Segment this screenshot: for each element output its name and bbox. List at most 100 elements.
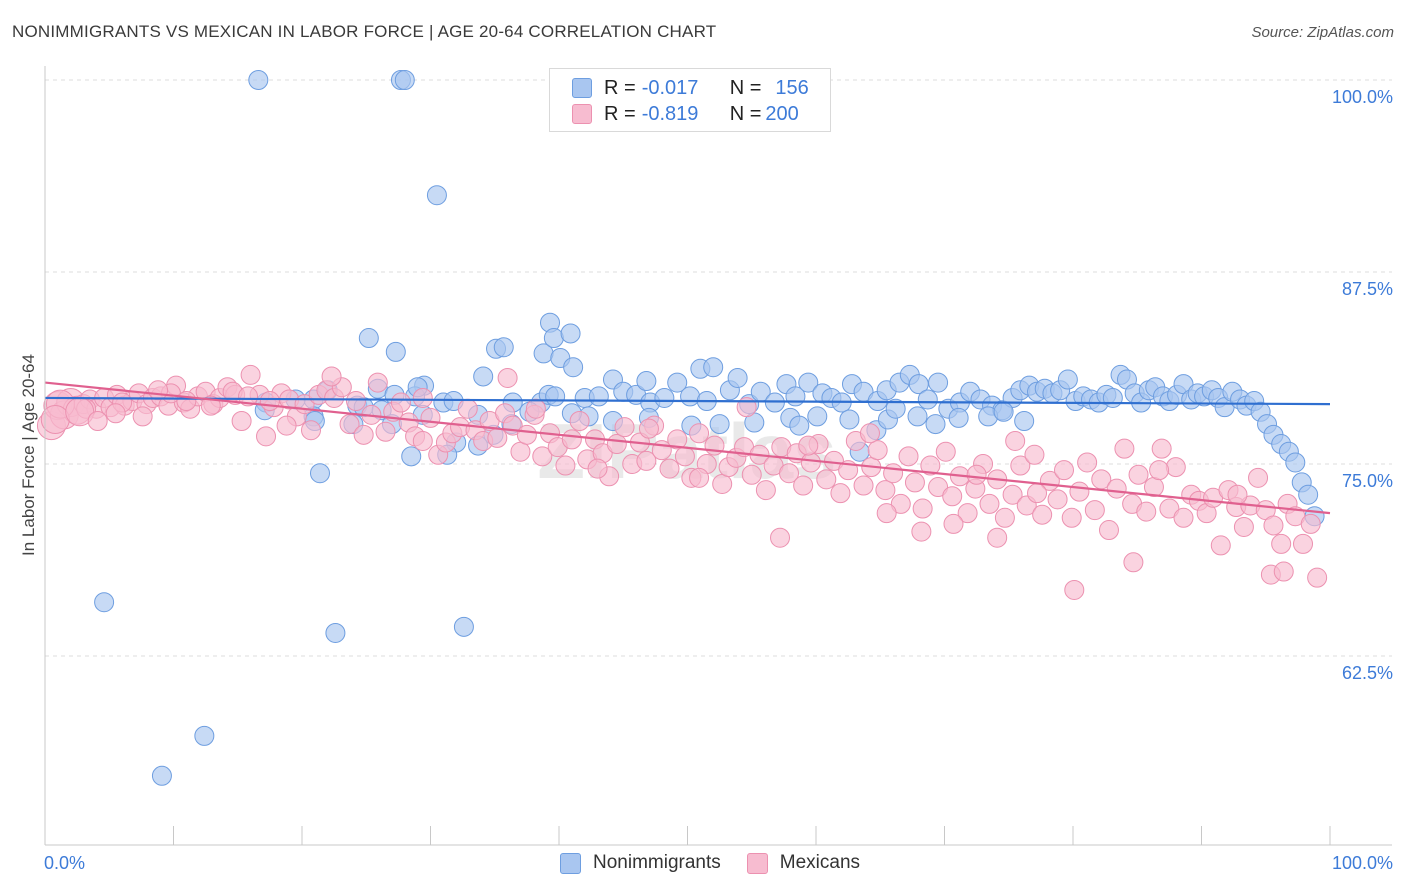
legend-item-mexicans: Mexicans (746, 852, 861, 874)
legend-r-value: -0.017 (641, 76, 699, 99)
data-point (839, 409, 860, 430)
legend-r-value: -0.819 (641, 102, 699, 125)
data-point (240, 364, 261, 385)
data-point (1271, 533, 1292, 554)
data-point (256, 426, 277, 447)
data-point (712, 473, 733, 494)
trendline-nonimmigrants (44, 396, 1331, 406)
data-point (925, 414, 946, 435)
data-point (1300, 513, 1321, 534)
data-point (943, 513, 964, 534)
data-point (545, 386, 566, 407)
legend-label-mexicans: Mexicans (779, 852, 861, 873)
x-tick-label: 0.0% (44, 853, 85, 873)
data-point (532, 446, 553, 467)
data-point (798, 435, 819, 456)
data-point (755, 480, 776, 501)
legend-swatch-pink (746, 852, 768, 874)
data-point (105, 403, 126, 424)
data-point (994, 507, 1015, 528)
data-point (674, 446, 695, 467)
legend-n-label: N = (729, 102, 762, 125)
data-point (563, 357, 584, 378)
data-point (569, 410, 590, 431)
legend-r-label: R = (604, 76, 636, 99)
data-point (816, 469, 837, 490)
data-point (1233, 516, 1254, 537)
data-point (1210, 535, 1231, 556)
data-point (948, 407, 969, 428)
legend-swatch-blue (560, 852, 581, 874)
data-point (883, 463, 904, 484)
data-point (993, 401, 1014, 422)
data-point (248, 70, 269, 90)
data-point (525, 398, 546, 419)
data-point (231, 410, 252, 431)
data-point (779, 463, 800, 484)
data-point (875, 480, 896, 501)
axis-layer: 62.5% 75.0% 87.5% 100.0% 0.0% 100.0% In Labor … (19, 66, 1393, 873)
data-point (741, 464, 762, 485)
data-point (1298, 484, 1319, 505)
data-point (928, 477, 949, 498)
data-point (259, 391, 280, 412)
data-point (321, 366, 342, 387)
data-point (148, 380, 169, 401)
y-tick-label: 100.0% (1332, 87, 1393, 107)
data-point (703, 357, 724, 378)
data-point (689, 423, 710, 444)
data-point (375, 421, 396, 442)
data-point (1273, 561, 1294, 582)
series-legend: Nonimmigrants Mexicans (560, 852, 886, 874)
data-point (667, 429, 688, 450)
data-point (1005, 430, 1026, 451)
data-point (636, 371, 657, 392)
legend-swatch-blue (572, 78, 592, 98)
data-point (587, 458, 608, 479)
data-point (401, 446, 422, 467)
data-point (1098, 520, 1119, 541)
data-point (659, 458, 680, 479)
data-point (1032, 504, 1053, 525)
data-point (457, 398, 478, 419)
data-point (1084, 500, 1105, 521)
data-point (453, 616, 474, 637)
data-point (911, 521, 932, 542)
data-point (543, 328, 564, 349)
data-point (560, 323, 581, 344)
data-point (876, 503, 897, 524)
data-point (966, 464, 987, 485)
data-point (353, 424, 374, 445)
data-point (473, 366, 494, 387)
data-point (907, 406, 928, 427)
y-tick-label: 62.5% (1342, 663, 1393, 683)
data-point (420, 407, 441, 428)
data-point (709, 414, 730, 435)
data-point (94, 592, 115, 613)
trendline-mexicans (44, 381, 1331, 515)
data-point (904, 472, 925, 493)
data-point (412, 387, 433, 408)
data-point (1285, 452, 1306, 473)
chart-title: NONIMMIGRANTS VS MEXICAN IN LABOR FORCE … (12, 22, 717, 41)
data-point (132, 406, 153, 427)
data-point (770, 527, 791, 548)
data-point (898, 446, 919, 467)
data-point (493, 337, 514, 358)
data-point (1114, 438, 1135, 459)
data-point (614, 417, 635, 438)
data-point (606, 434, 627, 455)
y-tick-label: 87.5% (1342, 279, 1393, 299)
data-point (194, 725, 215, 746)
data-point (1027, 483, 1048, 504)
data-point (516, 424, 537, 445)
trend-layer (44, 381, 1331, 515)
data-point (1106, 478, 1127, 499)
legend-row-nonimmigrants: R = -0.017 N = 156 (572, 77, 809, 99)
legend-n-value: 200 (765, 102, 799, 125)
data-point (276, 415, 297, 436)
data-point (510, 441, 531, 462)
data-point (1263, 515, 1284, 536)
data-point (912, 498, 933, 519)
